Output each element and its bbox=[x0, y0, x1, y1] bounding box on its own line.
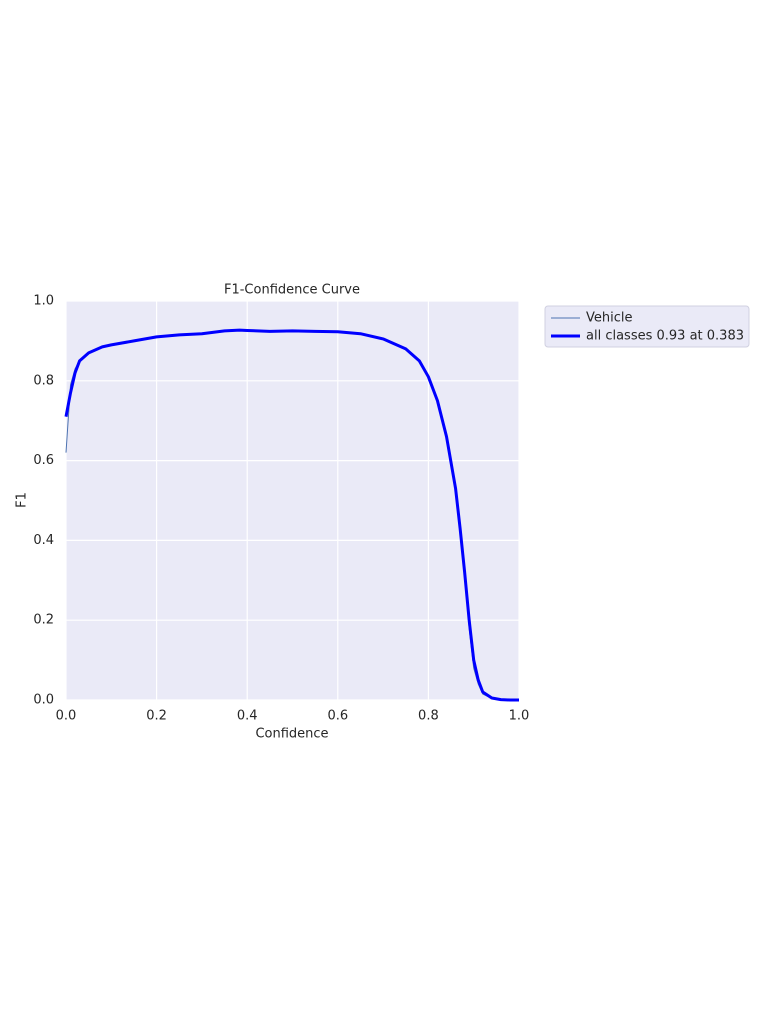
y-tick-label: 0.2 bbox=[33, 613, 54, 628]
y-tick-label: 0.0 bbox=[33, 693, 54, 708]
legend-box bbox=[544, 305, 750, 348]
y-axis-label: F1 bbox=[15, 492, 30, 508]
y-tick-label: 0.8 bbox=[33, 373, 54, 388]
legend: Vehicle all classes 0.93 at 0.383 bbox=[544, 305, 750, 348]
series-line bbox=[64, 328, 519, 702]
chart-title: F1-Confidence Curve bbox=[224, 283, 360, 298]
x-tick-label: 0.6 bbox=[327, 709, 348, 724]
x-tick-label: 0.4 bbox=[237, 709, 258, 724]
x-axis-label: Confidence bbox=[255, 727, 328, 742]
legend-label: all classes 0.93 at 0.383 bbox=[586, 329, 744, 344]
y-tick-label: 1.0 bbox=[33, 294, 54, 309]
x-tick-label: 0.8 bbox=[418, 709, 439, 724]
y-tick-label: 0.6 bbox=[33, 453, 54, 468]
legend-label: Vehicle bbox=[586, 311, 633, 326]
x-tick-label: 0.2 bbox=[146, 709, 167, 724]
x-tick-label: 1.0 bbox=[509, 709, 530, 724]
plot-area bbox=[66, 301, 519, 700]
x-tick-label: 0.0 bbox=[56, 709, 77, 724]
y-tick-label: 0.4 bbox=[33, 533, 54, 548]
